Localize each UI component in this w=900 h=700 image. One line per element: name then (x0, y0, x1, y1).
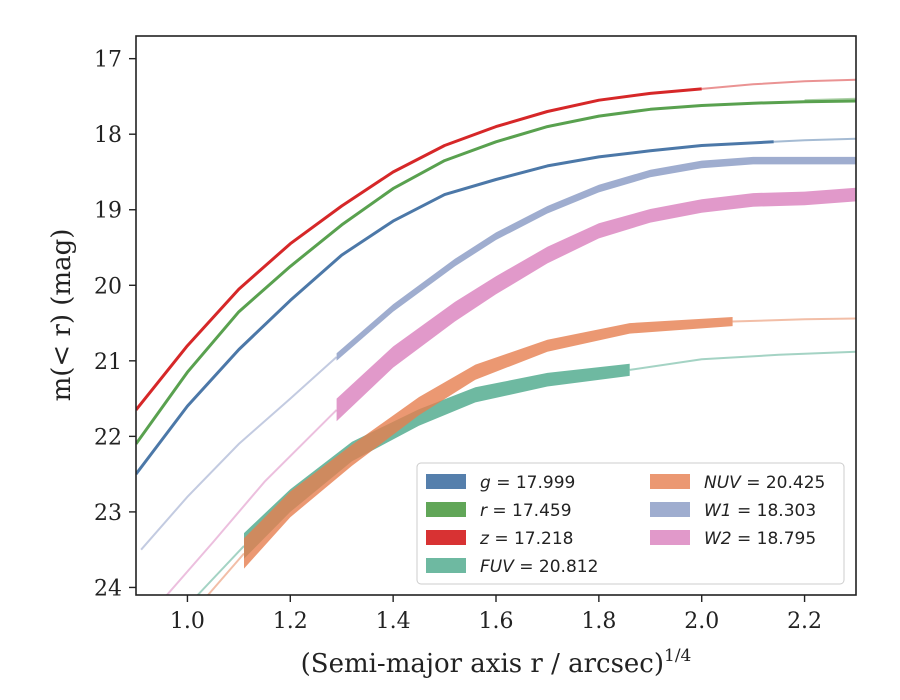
legend-swatch-z (426, 530, 466, 545)
legend-label-w1: W1 = 18.303 (704, 501, 816, 521)
y-tick-label: 24 (94, 576, 122, 601)
y-tick-label: 20 (94, 274, 122, 299)
legend-swatch-w2 (650, 530, 690, 545)
legend-box (416, 462, 845, 585)
legend-label-g: g = 17.999 (480, 473, 575, 493)
legend-swatch-g (426, 474, 466, 489)
series-nuv-band (244, 317, 733, 569)
x-tick-label: 1.6 (479, 609, 514, 634)
x-axis-title: (Semi-major axis r / arcsec)1/4 (301, 646, 692, 679)
series-r-line (136, 99, 856, 445)
legend: g = 17.999 r = 17.459 z = 17.218 FUV = 20.8… (416, 462, 845, 585)
legend-swatch-r (426, 502, 466, 517)
series-w2-extension (166, 409, 338, 595)
x-tick-label: 1.4 (376, 609, 411, 634)
x-tick-label: 2.0 (684, 609, 719, 634)
y-tick-label: 22 (94, 425, 122, 450)
legend-label-r: r = 17.459 (480, 501, 572, 521)
x-tick-label: 1.2 (273, 609, 308, 634)
series-r-extension (804, 97, 856, 102)
series-g-line (136, 140, 774, 476)
y-tick-label: 18 (94, 123, 122, 148)
series-z-line (136, 87, 702, 411)
x-tick-label: 1.0 (170, 609, 205, 634)
series-fuv-extension (196, 545, 245, 595)
legend-swatch-w1 (650, 502, 690, 517)
series-fuv-tail (629, 350, 856, 371)
legend-swatch-nuv (650, 474, 690, 489)
y-axis-title: m(< r) (mag) (47, 229, 77, 402)
legend-swatch-fuv (426, 558, 466, 573)
y-tick-label: 23 (94, 501, 122, 526)
legend-label-w2: W2 = 18.795 (704, 529, 816, 549)
y-axis: 17 18 19 20 21 22 23 24 (94, 48, 136, 601)
series-w2-band (336, 187, 856, 422)
x-tick-label: 1.8 (581, 609, 616, 634)
legend-label-fuv: FUV = 20.812 (480, 557, 598, 577)
y-tick-label: 19 (94, 199, 122, 224)
legend-label-nuv: NUV = 20.425 (704, 473, 825, 493)
y-tick-label: 17 (94, 48, 122, 73)
y-tick-label: 21 (94, 350, 122, 375)
series-w1-extension (140, 356, 338, 551)
legend-label-z: z = 17.218 (479, 529, 573, 549)
x-axis: 1.0 1.2 1.4 1.6 1.8 2.0 2.2 (170, 595, 822, 634)
plot-area (136, 78, 856, 595)
series-nuv-extension (207, 552, 245, 595)
series-nuv-tail (732, 317, 856, 323)
series-z-extension (701, 78, 856, 90)
x-tick-label: 2.2 (787, 609, 822, 634)
series-g-extension (773, 137, 856, 143)
